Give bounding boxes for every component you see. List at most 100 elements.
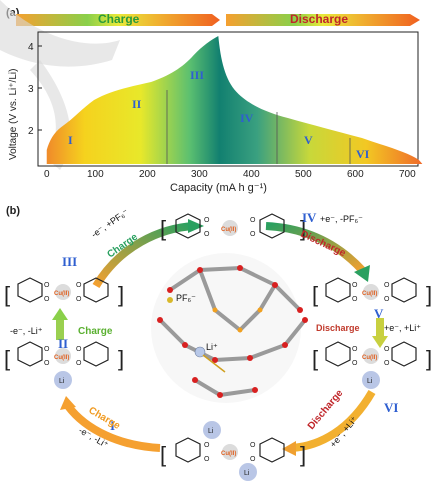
discharge-arrow-IV-head [354, 265, 370, 282]
reaction-III: -e⁻, +PF₆⁻ [89, 207, 130, 240]
y-axis-label: Voltage (V vs. Li⁺/Li) [8, 69, 19, 160]
roman-II: II [58, 336, 68, 351]
plot-frame [37, 31, 419, 167]
svg-text:O: O [352, 346, 358, 353]
background-swoosh [0, 0, 120, 67]
svg-text:O: O [250, 456, 256, 463]
x-tick-500: 500 [295, 169, 312, 180]
svg-text:]: ] [426, 282, 432, 307]
word-II: Charge [78, 326, 113, 337]
x-tick-400: 400 [243, 169, 260, 180]
x-axis-label: Capacity (mA h g⁻¹) [170, 182, 267, 194]
roman-I: I [110, 418, 115, 433]
svg-text:O: O [76, 346, 82, 353]
stage-label-I: I [68, 133, 73, 147]
charge-label: Charge [98, 12, 140, 26]
molecule-upper-left: [ ] OO OO Cu(II) [4, 277, 124, 307]
cu-label-lower-left: Cu(II) [54, 355, 69, 361]
stage-label-VI: VI [356, 147, 370, 161]
svg-text:O: O [250, 442, 256, 449]
svg-text:O: O [204, 231, 210, 238]
svg-text:O: O [204, 456, 210, 463]
pf6-label: PF₆⁻ [176, 293, 196, 303]
cu-label-top: Cu(II) [221, 227, 236, 233]
step-IV: IV +e⁻, -PF₆⁻ Discharge [299, 210, 363, 259]
li-label-bottom-1: Li [208, 428, 214, 435]
svg-text:[: [ [160, 216, 166, 241]
x-tick-600: 600 [347, 169, 364, 180]
svg-text:]: ] [426, 346, 432, 371]
stage-label-III: III [190, 68, 204, 82]
cu-label-lower-right: Cu(II) [362, 355, 377, 361]
x-tick-200: 200 [139, 169, 156, 180]
discharge-arrow-VI [291, 389, 376, 452]
x-tick-0: 0 [44, 169, 50, 180]
discharge-arrow-VI-head [282, 441, 296, 456]
svg-text:O: O [44, 296, 50, 303]
word-IV: Discharge [299, 229, 348, 260]
svg-text:O: O [44, 346, 50, 353]
stage-label-II: II [132, 97, 142, 111]
discharge-arrow-IV [265, 222, 365, 273]
charge-discharge-bar: Charge Discharge [16, 12, 420, 26]
svg-text:O: O [352, 296, 358, 303]
svg-text:O: O [44, 282, 50, 289]
charge-arrow-III [92, 222, 195, 289]
x-tick-300: 300 [191, 169, 208, 180]
charge-arrow-I-head [60, 396, 76, 410]
molecule-lower-left: [ ] OO OO Cu(II) Li [4, 341, 124, 389]
svg-text:O: O [384, 360, 390, 367]
panel-b-label: (b) [6, 205, 20, 217]
svg-text:]: ] [118, 346, 124, 371]
svg-text:O: O [352, 360, 358, 367]
reaction-IV: +e⁻, -PF₆⁻ [320, 214, 363, 224]
svg-text:O: O [384, 296, 390, 303]
x-axis: 0 100 200 300 400 500 600 700 Capacity (… [44, 169, 416, 194]
svg-text:[: [ [4, 282, 10, 307]
svg-text:[: [ [312, 282, 318, 307]
word-V: Discharge [316, 323, 360, 333]
svg-text:]: ] [300, 442, 306, 467]
li-ion-label: Li⁺ [206, 342, 218, 352]
stage-label-V: V [304, 133, 313, 147]
y-tick-3: 3 [28, 84, 34, 95]
step-II: II -e⁻, -Li⁺ Charge [10, 326, 113, 351]
step-V: V Discharge +e⁻, +Li⁺ [316, 306, 421, 333]
x-tick-700: 700 [399, 169, 416, 180]
svg-text:]: ] [300, 216, 306, 241]
charge-arrow-III-head [188, 219, 204, 233]
svg-text:O: O [384, 282, 390, 289]
svg-text:O: O [204, 442, 210, 449]
svg-text:O: O [76, 296, 82, 303]
panel-a: (a) Charge Discharge I II III IV V VI [0, 0, 423, 194]
svg-text:O: O [76, 282, 82, 289]
molecule-bottom: [ ] OO OO Cu(II) Li Li [160, 421, 306, 481]
molecule-upper-right: [ ] OO OO Cu(II) [312, 277, 432, 307]
step-III: III -e⁻, +PF₆⁻ Charge [62, 207, 140, 269]
svg-text:O: O [250, 217, 256, 224]
molecule-top: [ ] OO OO Cu(II) [160, 213, 306, 241]
discharge-label: Discharge [290, 12, 348, 26]
roman-III: III [62, 254, 77, 269]
charge-bar-arrow [16, 14, 220, 26]
charge-arrow-II-head [52, 308, 68, 320]
svg-text:O: O [352, 282, 358, 289]
cu-label-bottom: Cu(II) [221, 451, 236, 457]
y-tick-4: 4 [28, 42, 34, 53]
roman-VI: VI [384, 400, 398, 415]
reaction-II: -e⁻, -Li⁺ [10, 326, 43, 336]
x-tick-100: 100 [87, 169, 104, 180]
svg-text:[: [ [4, 346, 10, 371]
roman-V: V [374, 306, 384, 321]
discharge-arrow-V-head [372, 336, 388, 348]
cu-label-upper-right: Cu(II) [362, 291, 377, 297]
li-label-bottom-2: Li [244, 470, 250, 477]
panel-b: (b) [4, 205, 432, 481]
svg-text:O: O [250, 231, 256, 238]
stage-label-IV: IV [240, 111, 254, 125]
roman-IV: IV [302, 210, 317, 225]
mof-framework-image: PF₆⁻ Li⁺ [151, 253, 308, 403]
discharge-bar-arrow [226, 14, 420, 26]
svg-text:[: [ [312, 346, 318, 371]
